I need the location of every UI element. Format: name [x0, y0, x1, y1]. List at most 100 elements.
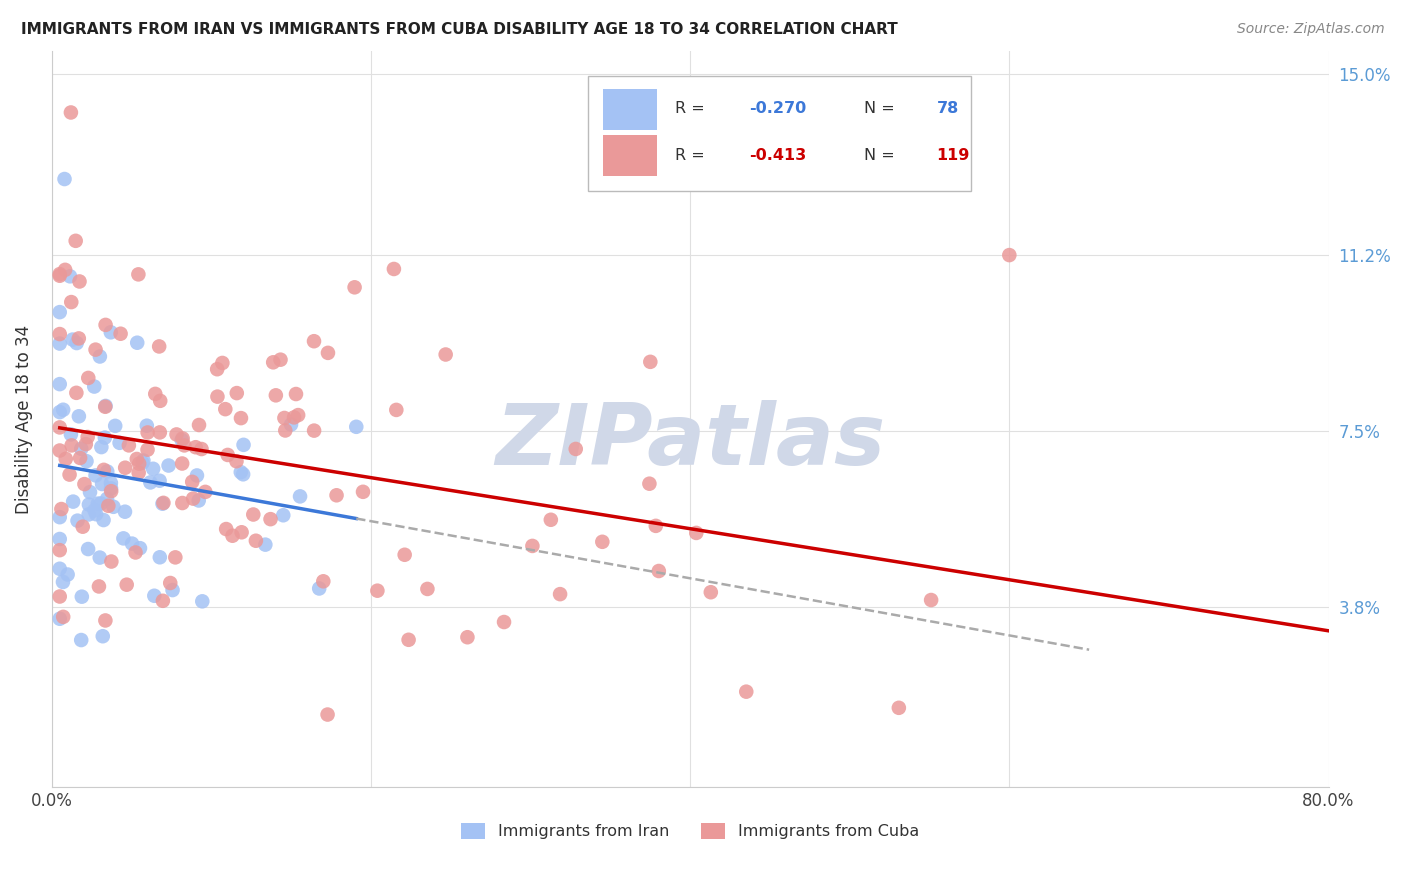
Point: [149, 474, 172, 488]
Point: [190, 442, 212, 456]
Point: [394, 548, 416, 562]
Point: [79, 485, 101, 500]
Point: [548, 587, 571, 601]
Point: [283, 410, 305, 425]
Point: [66, 514, 89, 528]
Point: [118, 438, 141, 452]
Point: [103, 500, 125, 514]
Text: ZIPatlas: ZIPatlas: [495, 400, 886, 483]
Point: [152, 497, 174, 511]
Point: [48, 510, 70, 524]
Point: [254, 538, 277, 552]
Point: [302, 424, 325, 438]
Point: [90, 440, 112, 454]
Point: [132, 453, 155, 467]
Point: [55, 451, 77, 466]
Point: [231, 525, 253, 540]
Point: [1350, 616, 1372, 631]
Point: [165, 550, 187, 565]
Point: [70, 590, 93, 604]
Point: [312, 574, 335, 589]
Point: [157, 458, 180, 473]
Point: [232, 467, 254, 482]
Point: [128, 457, 150, 471]
Point: [492, 615, 515, 629]
Point: [96, 465, 118, 479]
Point: [700, 585, 723, 599]
Point: [48, 305, 70, 319]
Point: [60, 295, 83, 310]
Point: [259, 512, 281, 526]
Point: [172, 496, 194, 510]
Point: [207, 390, 229, 404]
Text: 78: 78: [936, 102, 959, 116]
Point: [205, 362, 228, 376]
Point: [94, 318, 117, 332]
Point: [48, 612, 70, 626]
Point: [76, 430, 98, 444]
Point: [352, 484, 374, 499]
Point: [114, 505, 136, 519]
Point: [53, 263, 76, 277]
Point: [316, 707, 339, 722]
Bar: [603, 136, 657, 176]
Point: [72, 519, 94, 533]
Point: [385, 403, 408, 417]
Point: [56, 567, 79, 582]
Point: [131, 456, 153, 470]
Point: [288, 489, 311, 503]
Point: [242, 508, 264, 522]
Point: [382, 262, 405, 277]
Point: [522, 539, 544, 553]
Point: [302, 334, 325, 349]
Point: [273, 411, 295, 425]
Point: [398, 632, 420, 647]
Point: [644, 519, 666, 533]
Point: [325, 488, 347, 502]
Point: [90, 496, 112, 510]
Point: [67, 331, 90, 345]
Point: [48, 543, 70, 558]
Point: [194, 484, 217, 499]
Point: [110, 326, 132, 341]
Point: [344, 419, 367, 434]
Point: [53, 172, 76, 186]
Point: [104, 418, 127, 433]
Point: [640, 355, 662, 369]
Point: [187, 493, 209, 508]
Point: [191, 594, 214, 608]
Point: [65, 385, 87, 400]
Text: N =: N =: [863, 102, 900, 116]
Point: [232, 438, 254, 452]
Point: [188, 417, 211, 432]
Point: [77, 508, 100, 522]
Point: [48, 405, 70, 419]
Point: [73, 477, 96, 491]
Point: [48, 327, 70, 342]
Point: [170, 433, 193, 447]
Point: [280, 417, 302, 432]
Text: -0.413: -0.413: [749, 148, 806, 163]
Point: [416, 582, 439, 596]
Point: [83, 503, 105, 517]
Point: [159, 576, 181, 591]
Point: [48, 420, 70, 434]
Point: [75, 437, 97, 451]
Point: [270, 352, 292, 367]
Point: [221, 529, 243, 543]
Point: [94, 614, 117, 628]
Point: [181, 491, 204, 506]
Point: [108, 435, 131, 450]
Text: -0.270: -0.270: [749, 102, 806, 116]
Point: [77, 542, 100, 557]
Point: [62, 333, 84, 347]
Point: [59, 105, 82, 120]
Point: [70, 442, 93, 456]
Point: [148, 339, 170, 353]
Point: [100, 326, 122, 340]
Text: R =: R =: [675, 148, 710, 163]
Point: [271, 508, 294, 523]
Point: [91, 629, 114, 643]
Point: [225, 386, 247, 401]
Point: [112, 532, 135, 546]
